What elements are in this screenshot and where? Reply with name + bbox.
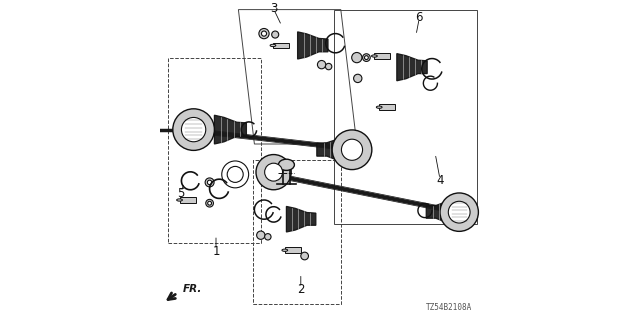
Ellipse shape xyxy=(376,106,382,108)
Circle shape xyxy=(207,180,212,185)
Circle shape xyxy=(256,155,291,190)
Ellipse shape xyxy=(270,44,276,47)
Circle shape xyxy=(206,199,214,207)
Polygon shape xyxy=(379,104,396,110)
Circle shape xyxy=(362,54,370,61)
Circle shape xyxy=(272,31,279,38)
Circle shape xyxy=(265,234,271,240)
Polygon shape xyxy=(285,247,301,253)
Text: 1: 1 xyxy=(212,245,220,258)
Circle shape xyxy=(222,161,248,188)
Circle shape xyxy=(352,52,362,63)
Text: 6: 6 xyxy=(415,11,423,24)
Text: FR.: FR. xyxy=(182,284,202,294)
Polygon shape xyxy=(179,197,196,203)
Circle shape xyxy=(301,252,308,260)
Circle shape xyxy=(342,139,362,160)
Text: 5: 5 xyxy=(177,187,184,200)
Ellipse shape xyxy=(177,199,182,201)
Ellipse shape xyxy=(278,159,294,170)
Circle shape xyxy=(332,130,372,170)
Circle shape xyxy=(265,163,283,181)
Polygon shape xyxy=(426,199,458,225)
Text: 2: 2 xyxy=(297,283,305,296)
Circle shape xyxy=(440,193,479,231)
Text: 4: 4 xyxy=(436,174,444,187)
Circle shape xyxy=(365,56,369,60)
Circle shape xyxy=(353,74,362,83)
Polygon shape xyxy=(317,136,351,163)
Polygon shape xyxy=(214,115,246,144)
Text: 3: 3 xyxy=(270,2,277,14)
Circle shape xyxy=(257,231,265,239)
Circle shape xyxy=(182,117,206,142)
Polygon shape xyxy=(397,53,428,81)
Polygon shape xyxy=(374,53,390,59)
Polygon shape xyxy=(298,32,328,59)
Polygon shape xyxy=(287,206,316,232)
Circle shape xyxy=(317,60,326,69)
Text: TZ54B2108A: TZ54B2108A xyxy=(426,303,472,312)
Circle shape xyxy=(262,31,267,36)
Ellipse shape xyxy=(371,55,378,57)
Circle shape xyxy=(205,178,214,187)
Circle shape xyxy=(449,201,470,223)
Polygon shape xyxy=(273,43,289,48)
Circle shape xyxy=(259,28,269,39)
Circle shape xyxy=(173,109,214,150)
Ellipse shape xyxy=(282,249,287,252)
Circle shape xyxy=(326,63,332,70)
Circle shape xyxy=(207,201,211,205)
Circle shape xyxy=(227,166,243,182)
